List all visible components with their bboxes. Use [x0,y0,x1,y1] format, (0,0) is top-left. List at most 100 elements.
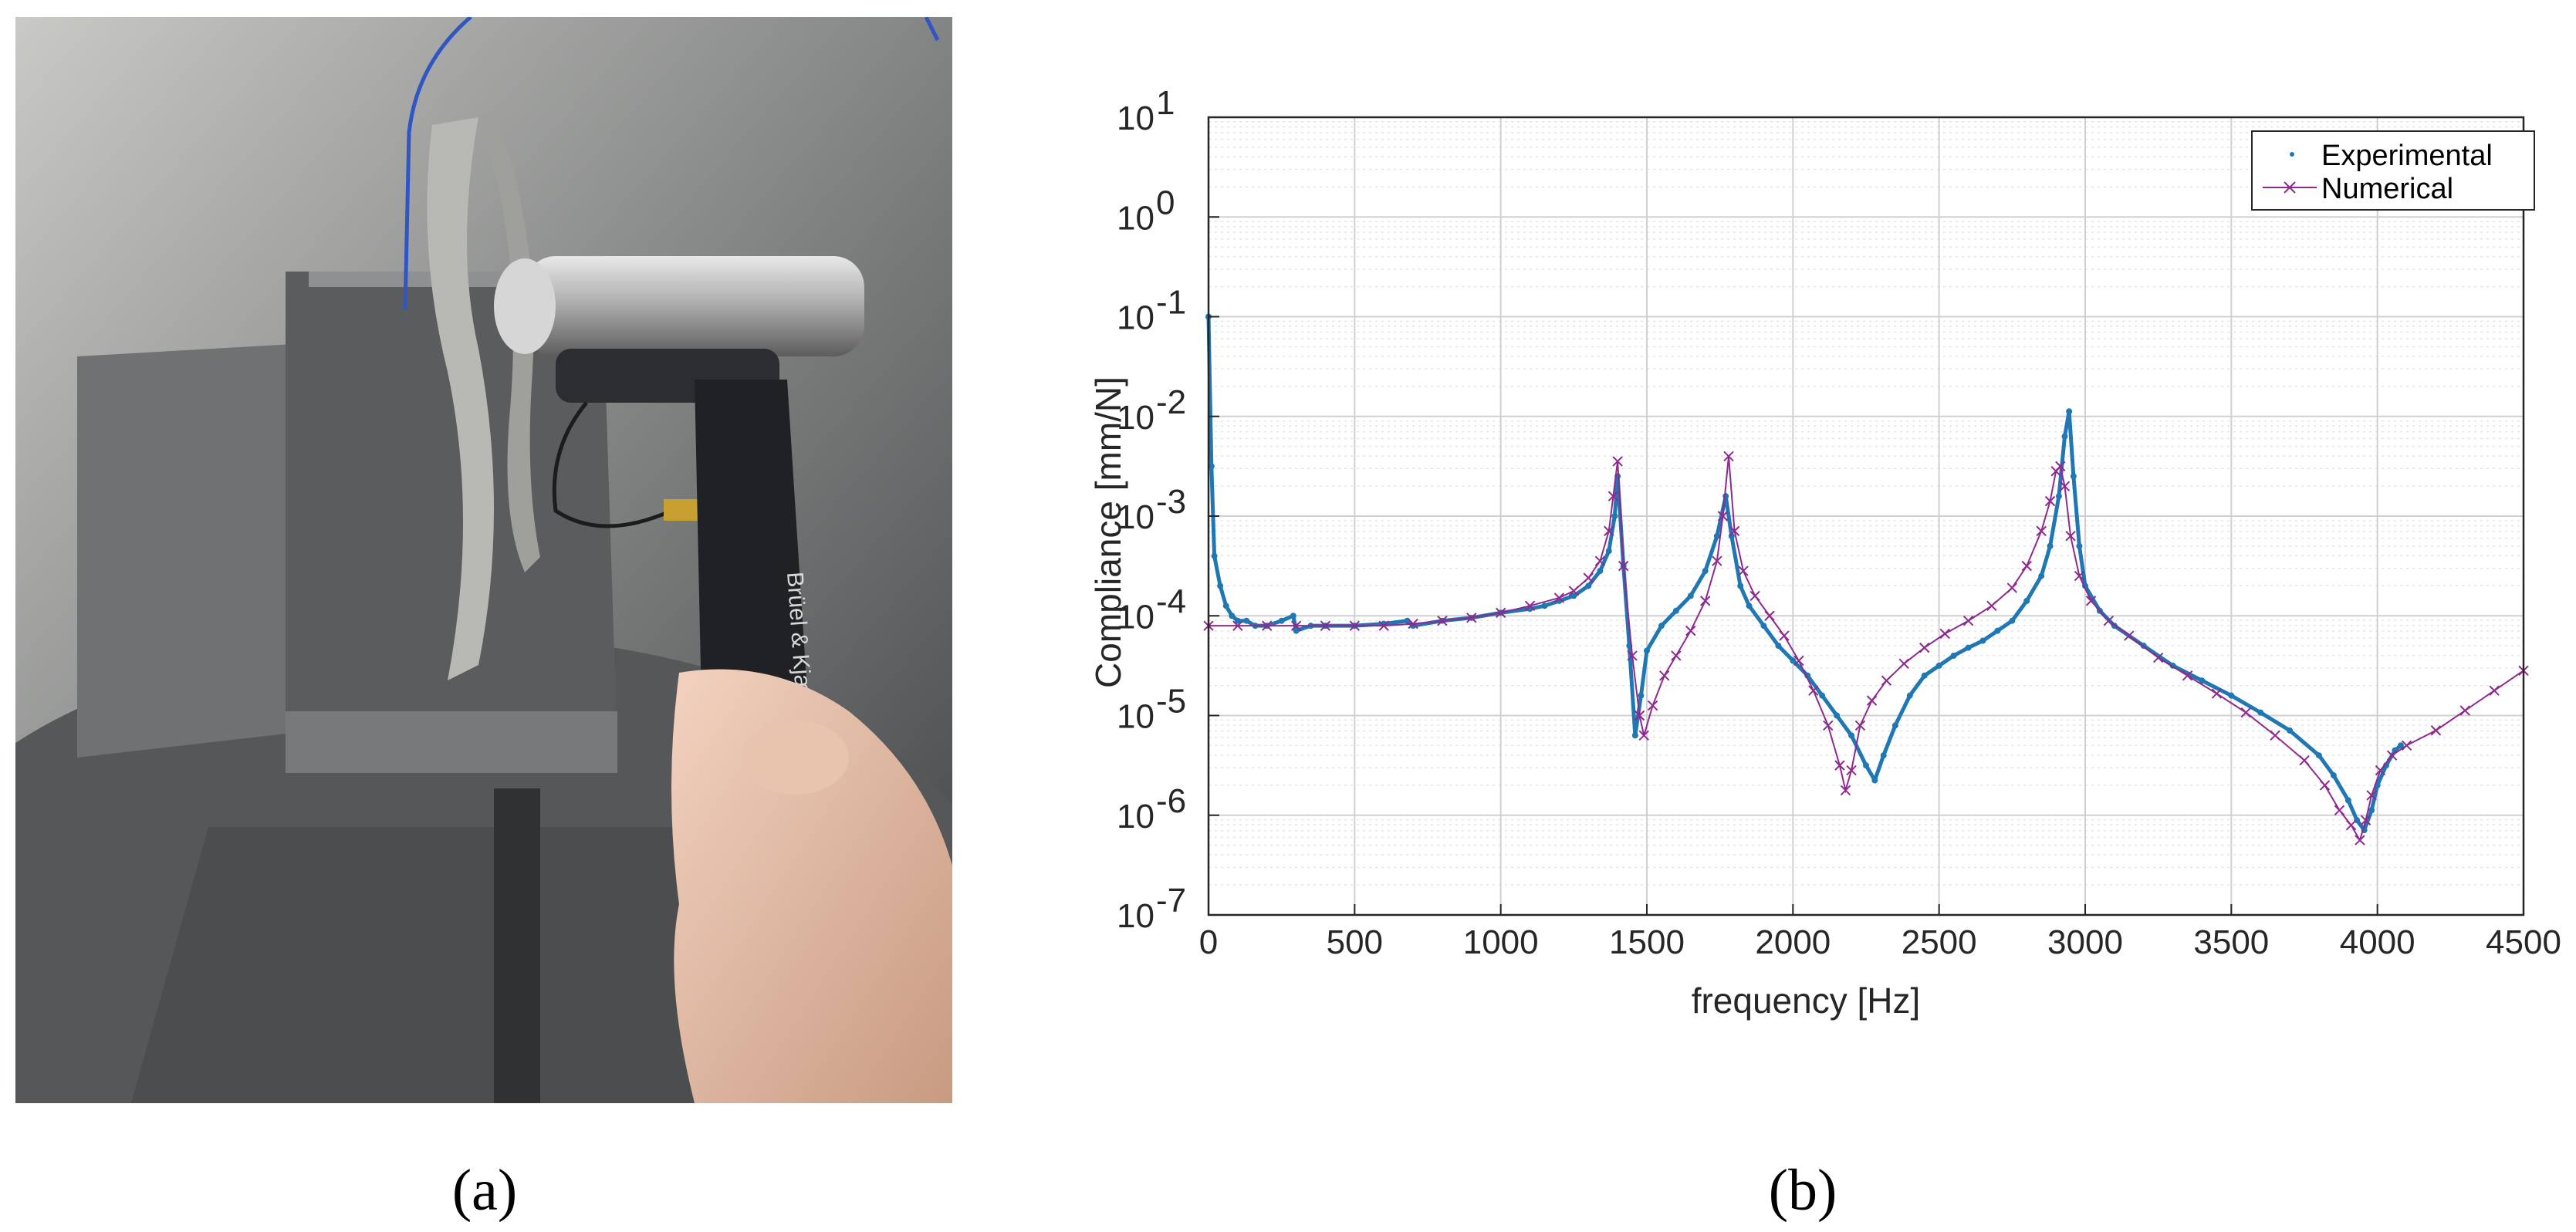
numerical-point [2375,765,2386,776]
experimental-point [2055,493,2062,500]
numerical-point [2152,652,2164,663]
experimental-point [1979,637,1986,644]
experimental-point [1737,582,1744,589]
numerical-point [1583,572,1594,583]
series-layer [1203,313,2529,846]
y-tick-label: 10 [1117,299,1154,337]
numerical-point [2459,705,2470,716]
legend-box [2251,130,2535,211]
experimental-point [1211,552,1218,559]
experimental-point [1687,592,1694,599]
experimental-point [1243,617,1250,624]
numerical-point [1495,607,1506,619]
experimental-point [1935,662,1942,669]
numerical-point [1232,620,1243,631]
experimental-point [1611,513,1618,519]
experimental-point [2199,677,2206,684]
experimental-point [1290,613,1296,619]
numerical-point [2124,630,2135,641]
numerical-point [2211,688,2223,699]
numerical-point [1939,628,1950,640]
numerical-point [2334,805,2345,815]
experimental-point [1921,672,1928,679]
experimental-point [1790,657,1797,664]
numerical-point [2044,495,2056,507]
compliance-chart: 0 500 1000 1500 2000 2500 3000 3500 4000 4500 10 1 1… [1065,77,2576,1034]
numerical-point [2036,525,2047,537]
experimental-point [1570,592,1577,599]
legend-numerical-label: Numerical [2321,173,2453,205]
x-tick-label: 2000 [1755,923,1831,961]
numerical-point [1846,765,1857,776]
experimental-point [1644,647,1650,654]
experimental-point [1965,644,1972,651]
numerical-point [2074,570,2085,582]
numerical-point [1986,600,1997,612]
experimental-point [2070,473,2077,480]
numerical-point [1607,491,1619,501]
chart-legend: Experimental Numerical [2251,130,2535,211]
experimental-point [1278,617,1285,624]
numerical-point [1840,785,1851,796]
numerical-point [1594,555,1606,566]
numerical-point [1627,650,1638,661]
experimental-point [1863,762,1869,769]
experimental-point [2066,408,2073,415]
numerical-point [1262,620,1273,631]
experimental-point [2061,433,2068,440]
y-tick-label: 10 [1117,798,1154,835]
experimental-point [1605,548,1612,555]
numerical-point [1638,730,1649,741]
numerical-point [1647,700,1658,711]
numerical-point [2355,835,2365,846]
experimental-point [2315,752,2322,759]
numerical-point [1349,620,1361,631]
experimental-point [1871,777,1878,784]
legend-experimental-label: Experimental [2321,140,2493,172]
x-tick-label: 1500 [1609,923,1685,961]
grid-lines [1208,116,2524,916]
experimental-point [1834,712,1841,719]
x-tick-label: 500 [1327,923,1383,961]
experimental-point [2228,692,2235,699]
numerical-point [2103,616,2114,626]
numerical-point [1659,670,1670,681]
numerical-point [2240,707,2251,718]
numerical-point [1764,610,1775,621]
y-axis-label: Compliance [mm/N] [1088,376,1128,688]
panel-label-a: (a) [451,1158,518,1223]
numerical-point [2430,725,2442,736]
numerical-point [1779,630,1790,641]
numerical-point [1685,625,1696,636]
numerical-point [1898,658,1909,669]
experimental-point [2397,742,2404,749]
experimental-point [2009,617,2016,624]
numerical-point [2065,531,2076,542]
numerical-point [2085,596,2097,606]
y-tick-label: 10 [1117,199,1154,237]
numerical-point [1717,511,1729,521]
numerical-point [1866,695,1878,706]
experimental-point [1848,732,1855,739]
numerical-point [2299,754,2310,766]
y-tick-exponent: 1 [1156,84,1175,122]
numerical-point [2360,815,2371,825]
experimental-point [1541,602,1548,609]
numerical-point [1408,618,1418,630]
numerical-point [1618,560,1629,572]
experimental-point [2023,597,2030,604]
x-tick-label: 0 [1199,923,1218,961]
numerical-point [1962,616,1974,626]
experimental-point [1702,568,1709,575]
numerical-point [2489,685,2500,696]
x-tick-label: 3000 [2047,923,2123,961]
experimental-point [1234,617,1241,624]
experimental-point [2344,797,2351,804]
numerical-point [1700,596,1711,606]
experimental-point [2038,572,2045,579]
experimental-point [1658,623,1665,630]
numerical-point [2319,780,2331,791]
numerical-point [1881,675,1892,686]
